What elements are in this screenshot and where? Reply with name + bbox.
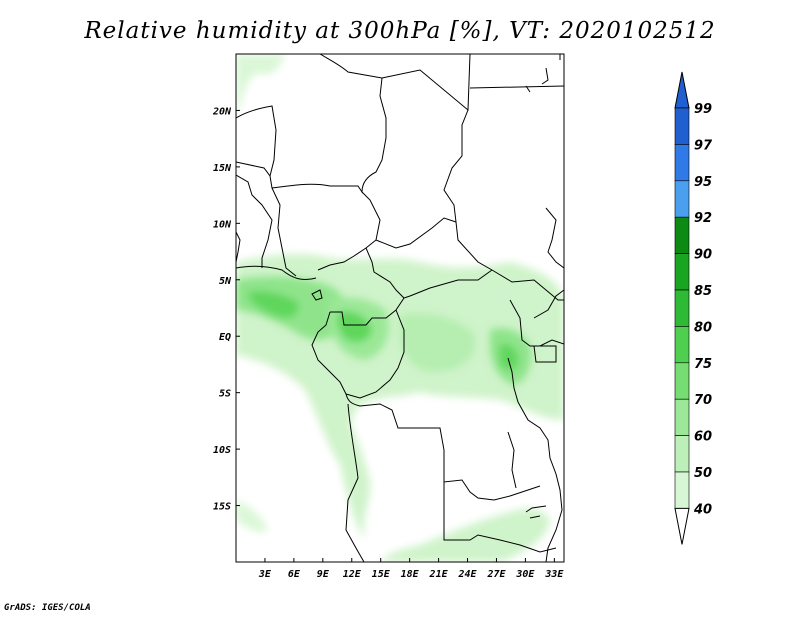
colorbar-top-arrow <box>674 71 690 109</box>
x-tick-label: 21E <box>429 569 449 580</box>
x-tick-label: 18E <box>401 569 420 580</box>
colorbar-segment <box>674 107 690 145</box>
colorbar-label: 60 <box>694 430 712 445</box>
colorbar-label: 85 <box>694 284 712 299</box>
colorbar-label: 95 <box>694 175 712 190</box>
humid-area-southeast <box>380 508 550 562</box>
colorbar-segment <box>674 362 690 400</box>
colorbar-label: 90 <box>694 248 712 263</box>
y-tick-label: 10S <box>213 445 231 456</box>
colorbar-label: 40 <box>693 502 712 517</box>
humid-peak-congo <box>337 311 372 342</box>
humid-peak-gabon <box>248 291 299 318</box>
colorbar-label: 99 <box>694 102 712 117</box>
x-tick-label: 9E <box>317 569 330 580</box>
colorbar-segment <box>674 289 690 327</box>
grads-credit: GrADS: IGES/COLA <box>4 603 91 613</box>
humid-area-north <box>236 54 285 120</box>
colorbar-segment <box>674 144 690 182</box>
y-tick-label: 20N <box>212 106 232 117</box>
y-tick-label: 15N <box>213 163 232 174</box>
colorbar-segment <box>674 435 690 473</box>
colorbar-label: 97 <box>694 138 713 153</box>
colorbar-segment <box>674 253 690 291</box>
colorbar: 99 97 95 92 90 85 80 75 70 60 50 40 <box>674 71 713 545</box>
colorbar-segment <box>674 216 690 254</box>
x-tick-label: 24E <box>457 569 477 580</box>
country-borders <box>236 54 564 562</box>
y-tick-label: EQ <box>219 332 231 343</box>
x-tick-label: 6E <box>288 569 301 580</box>
colorbar-label: 80 <box>694 320 712 335</box>
colorbar-label: 75 <box>694 357 712 372</box>
humid-area-sw <box>236 500 268 532</box>
y-tick-label: 5N <box>219 276 232 287</box>
colorbar-segment <box>674 398 690 436</box>
x-tick-label: 33E <box>544 569 564 580</box>
map-title: Relative humidity at 300hPa [%], VT: 202… <box>84 18 716 44</box>
humid-core-central <box>399 313 476 372</box>
humid-area-angola-coast <box>333 400 371 540</box>
map-frame <box>235 53 565 563</box>
colorbar-segment <box>674 180 690 218</box>
colorbar-segment <box>674 326 690 364</box>
x-tick-label: 12E <box>343 569 362 580</box>
x-tick-label: 27E <box>486 569 506 580</box>
colorbar-label: 92 <box>694 211 712 226</box>
y-tick-label: 15S <box>213 502 231 513</box>
colorbar-label: 50 <box>694 466 712 481</box>
x-tick-label: 15E <box>372 569 391 580</box>
colorbar-label: 70 <box>694 393 712 408</box>
y-tick-label: 10N <box>213 219 232 230</box>
humid-peak-victoria <box>500 344 518 370</box>
colorbar-segment <box>674 471 690 509</box>
y-tick-label: 5S <box>219 389 231 400</box>
x-tick-label: 30E <box>515 569 535 580</box>
x-tick-label: 3E <box>258 569 272 580</box>
colorbar-bottom-arrow <box>674 507 690 545</box>
